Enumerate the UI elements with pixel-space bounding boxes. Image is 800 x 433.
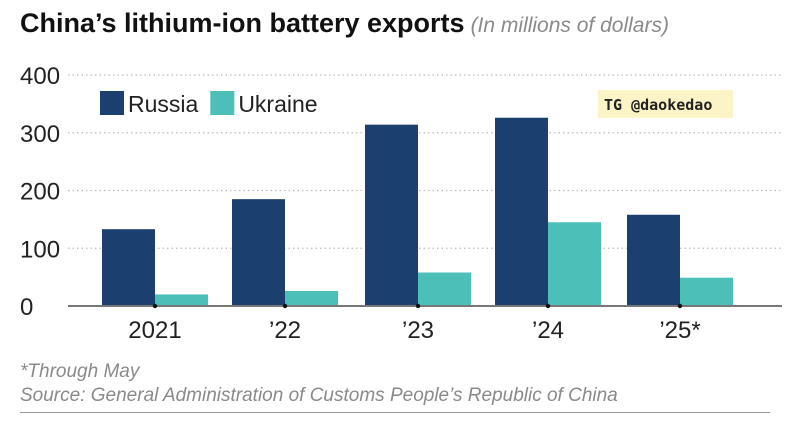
x-tick-label: 2021 [128,317,181,344]
bar-ukraine [680,277,733,306]
y-tick-label: 300 [20,121,60,148]
bar-russia [232,199,285,306]
bar-russia [102,229,155,306]
source: Source: General Administration of Custom… [20,385,618,406]
chart-subtitle: (In millions of dollars) [470,14,669,37]
x-tick-mark [545,303,551,309]
y-tick-label: 100 [20,236,60,263]
x-tick-label: ’22 [269,317,301,344]
bar-ukraine [285,290,338,306]
notes: *Through May Source: General Administrat… [20,360,618,408]
legend-label-russia: Russia [128,91,199,117]
bar-russia [627,214,680,306]
bar-ukraine [155,294,208,306]
bar-russia [495,117,548,306]
legend-swatch-russia [100,91,124,115]
y-tick-label: 200 [20,179,60,206]
footnote: *Through May [20,361,140,382]
x-tick-label: ’24 [532,317,564,344]
bar-ukraine [548,222,601,306]
legend-swatch-ukraine [210,91,235,115]
x-tick-label: ’23 [402,317,434,344]
x-tick-mark [415,303,421,309]
chart-title: China’s lithium-ion battery exports (In m… [20,8,669,39]
title-text: China’s lithium-ion battery exports [20,8,465,38]
x-tick-mark [677,303,683,309]
watermark: TG @daokedao [604,96,712,114]
bottom-rule [20,412,770,413]
x-tick-label: ’25* [659,317,700,344]
y-tick-label: 400 [20,63,60,90]
legend-label-ukraine: Ukraine [238,91,317,117]
y-tick-label: 0 [20,294,33,321]
bar-russia [365,124,418,306]
x-tick-mark [152,303,158,309]
bar-ukraine [418,272,471,306]
x-tick-mark [282,303,288,309]
watermark-bg [598,90,733,118]
